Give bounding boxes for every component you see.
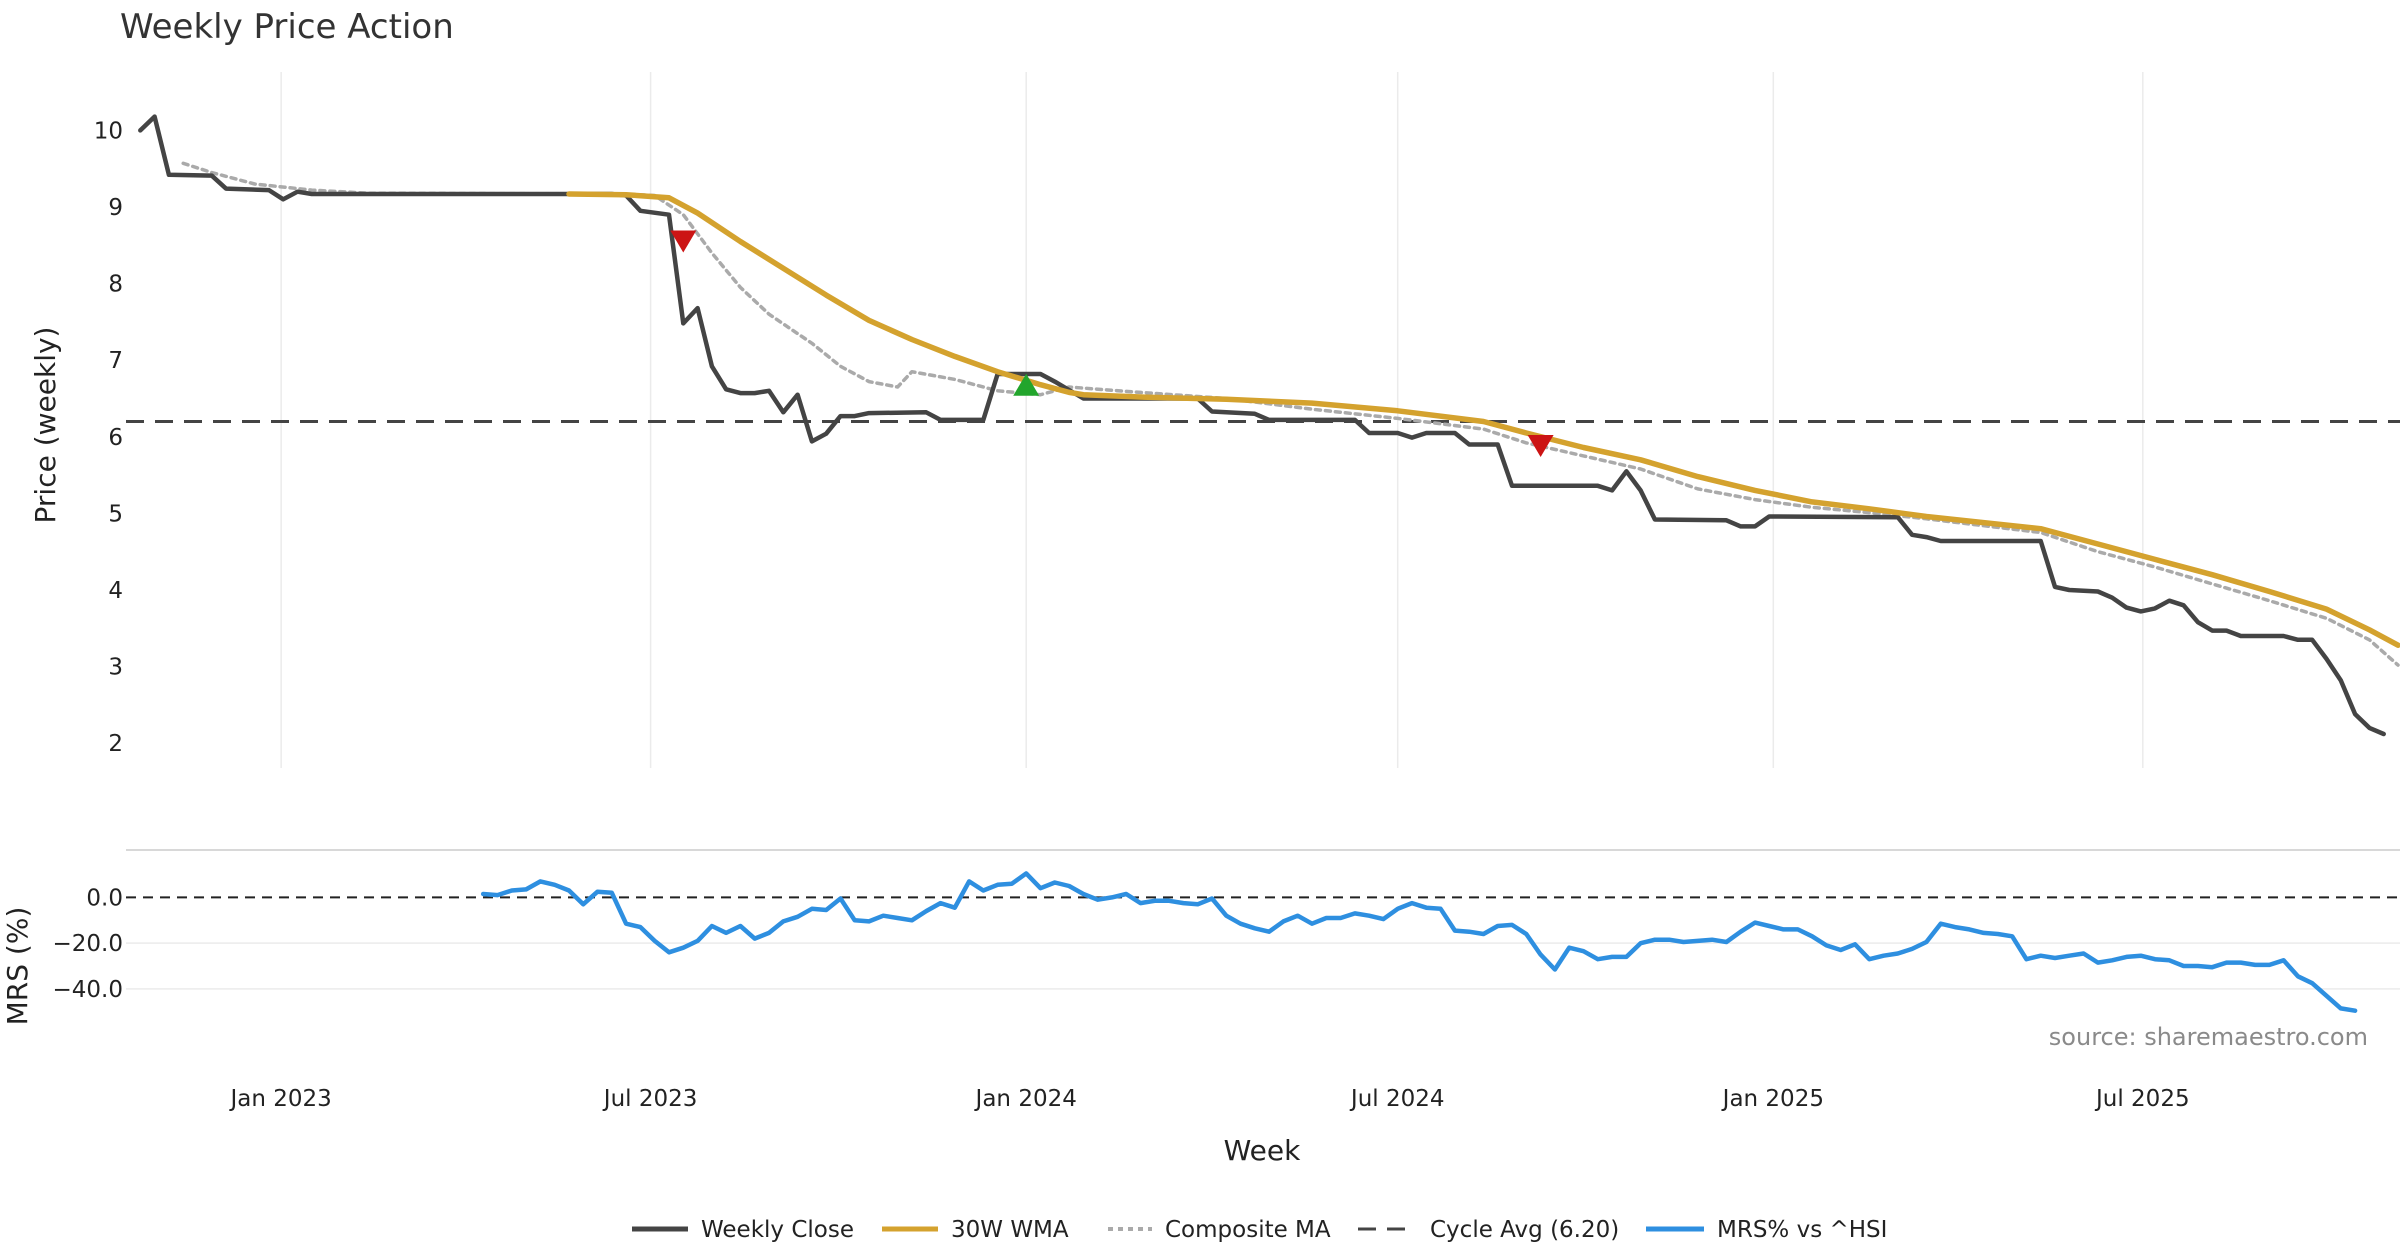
x-tick-label: Jan 2023: [228, 1086, 331, 1112]
mrs-y-tick-label: 0.0: [86, 885, 123, 911]
legend-item-mrs: MRS% vs ^HSI: [1646, 1217, 1887, 1243]
x-tick-label: Jul 2025: [2094, 1086, 2190, 1112]
x-tick-label: Jan 2024: [974, 1086, 1077, 1112]
x-axis-label: Week: [1224, 1134, 1301, 1167]
legend-label-mrs: MRS% vs ^HSI: [1717, 1217, 1887, 1243]
weekly-close-line: [138, 114, 2386, 737]
signal-markers: [670, 230, 1554, 457]
price-y-tick-label: 10: [94, 118, 123, 144]
x-tick-label: Jul 2023: [602, 1086, 698, 1112]
buy-signal-marker: [1013, 373, 1040, 396]
price-y-tick-label: 9: [108, 195, 123, 221]
price-y-tick-label: 7: [108, 348, 123, 374]
grid-layer: [126, 72, 2400, 990]
price-y-tick-label: 5: [108, 501, 123, 527]
price-y-tick-label: 3: [108, 655, 123, 681]
price-y-tick-label: 4: [108, 578, 123, 604]
price-y-tick-label: 2: [108, 731, 123, 757]
x-tick-label: Jul 2024: [1349, 1086, 1445, 1112]
mrs-axis-label: MRS (%): [1, 907, 34, 1026]
legend-label-cycle-avg: Cycle Avg (6.20): [1430, 1217, 1619, 1243]
legend-item-composite-ma: Composite MA: [1108, 1217, 1331, 1243]
sell-signal-marker: [670, 230, 697, 253]
source-note: source: sharemaestro.com: [2049, 1023, 2368, 1051]
legend: Weekly Close 30W WMA Composite MA Cycle …: [632, 1217, 1887, 1243]
price-y-tick-label: 6: [108, 425, 123, 451]
reference-lines: [126, 419, 2400, 899]
legend-item-30w-wma: 30W WMA: [882, 1217, 1069, 1243]
wma-30w-line: [566, 191, 2400, 648]
legend-label-composite-ma: Composite MA: [1165, 1217, 1331, 1243]
tick-labels: Jan 2023 Jul 2023 Jan 2024 Jul 2024 Jan 2025…: [53, 118, 2190, 1112]
legend-item-weekly-close: Weekly Close: [632, 1217, 854, 1243]
mrs-line: [480, 871, 2358, 1013]
mrs-y-tick-label: −20.0: [53, 931, 123, 957]
legend-item-cycle-avg: Cycle Avg (6.20): [1358, 1217, 1619, 1243]
chart-title: Weekly Price Action: [120, 7, 454, 47]
legend-label-30w-wma: 30W WMA: [951, 1217, 1069, 1243]
composite-ma-line: [181, 161, 2400, 667]
legend-label-weekly-close: Weekly Close: [701, 1217, 854, 1243]
series-layer: [138, 114, 2400, 1013]
price-y-tick-label: 8: [108, 272, 123, 298]
x-tick-label: Jan 2025: [1721, 1086, 1824, 1112]
price-axis-label: Price (weekly): [29, 327, 62, 524]
sell-signal-marker: [1527, 434, 1554, 457]
mrs-y-tick-label: −40.0: [53, 977, 123, 1003]
